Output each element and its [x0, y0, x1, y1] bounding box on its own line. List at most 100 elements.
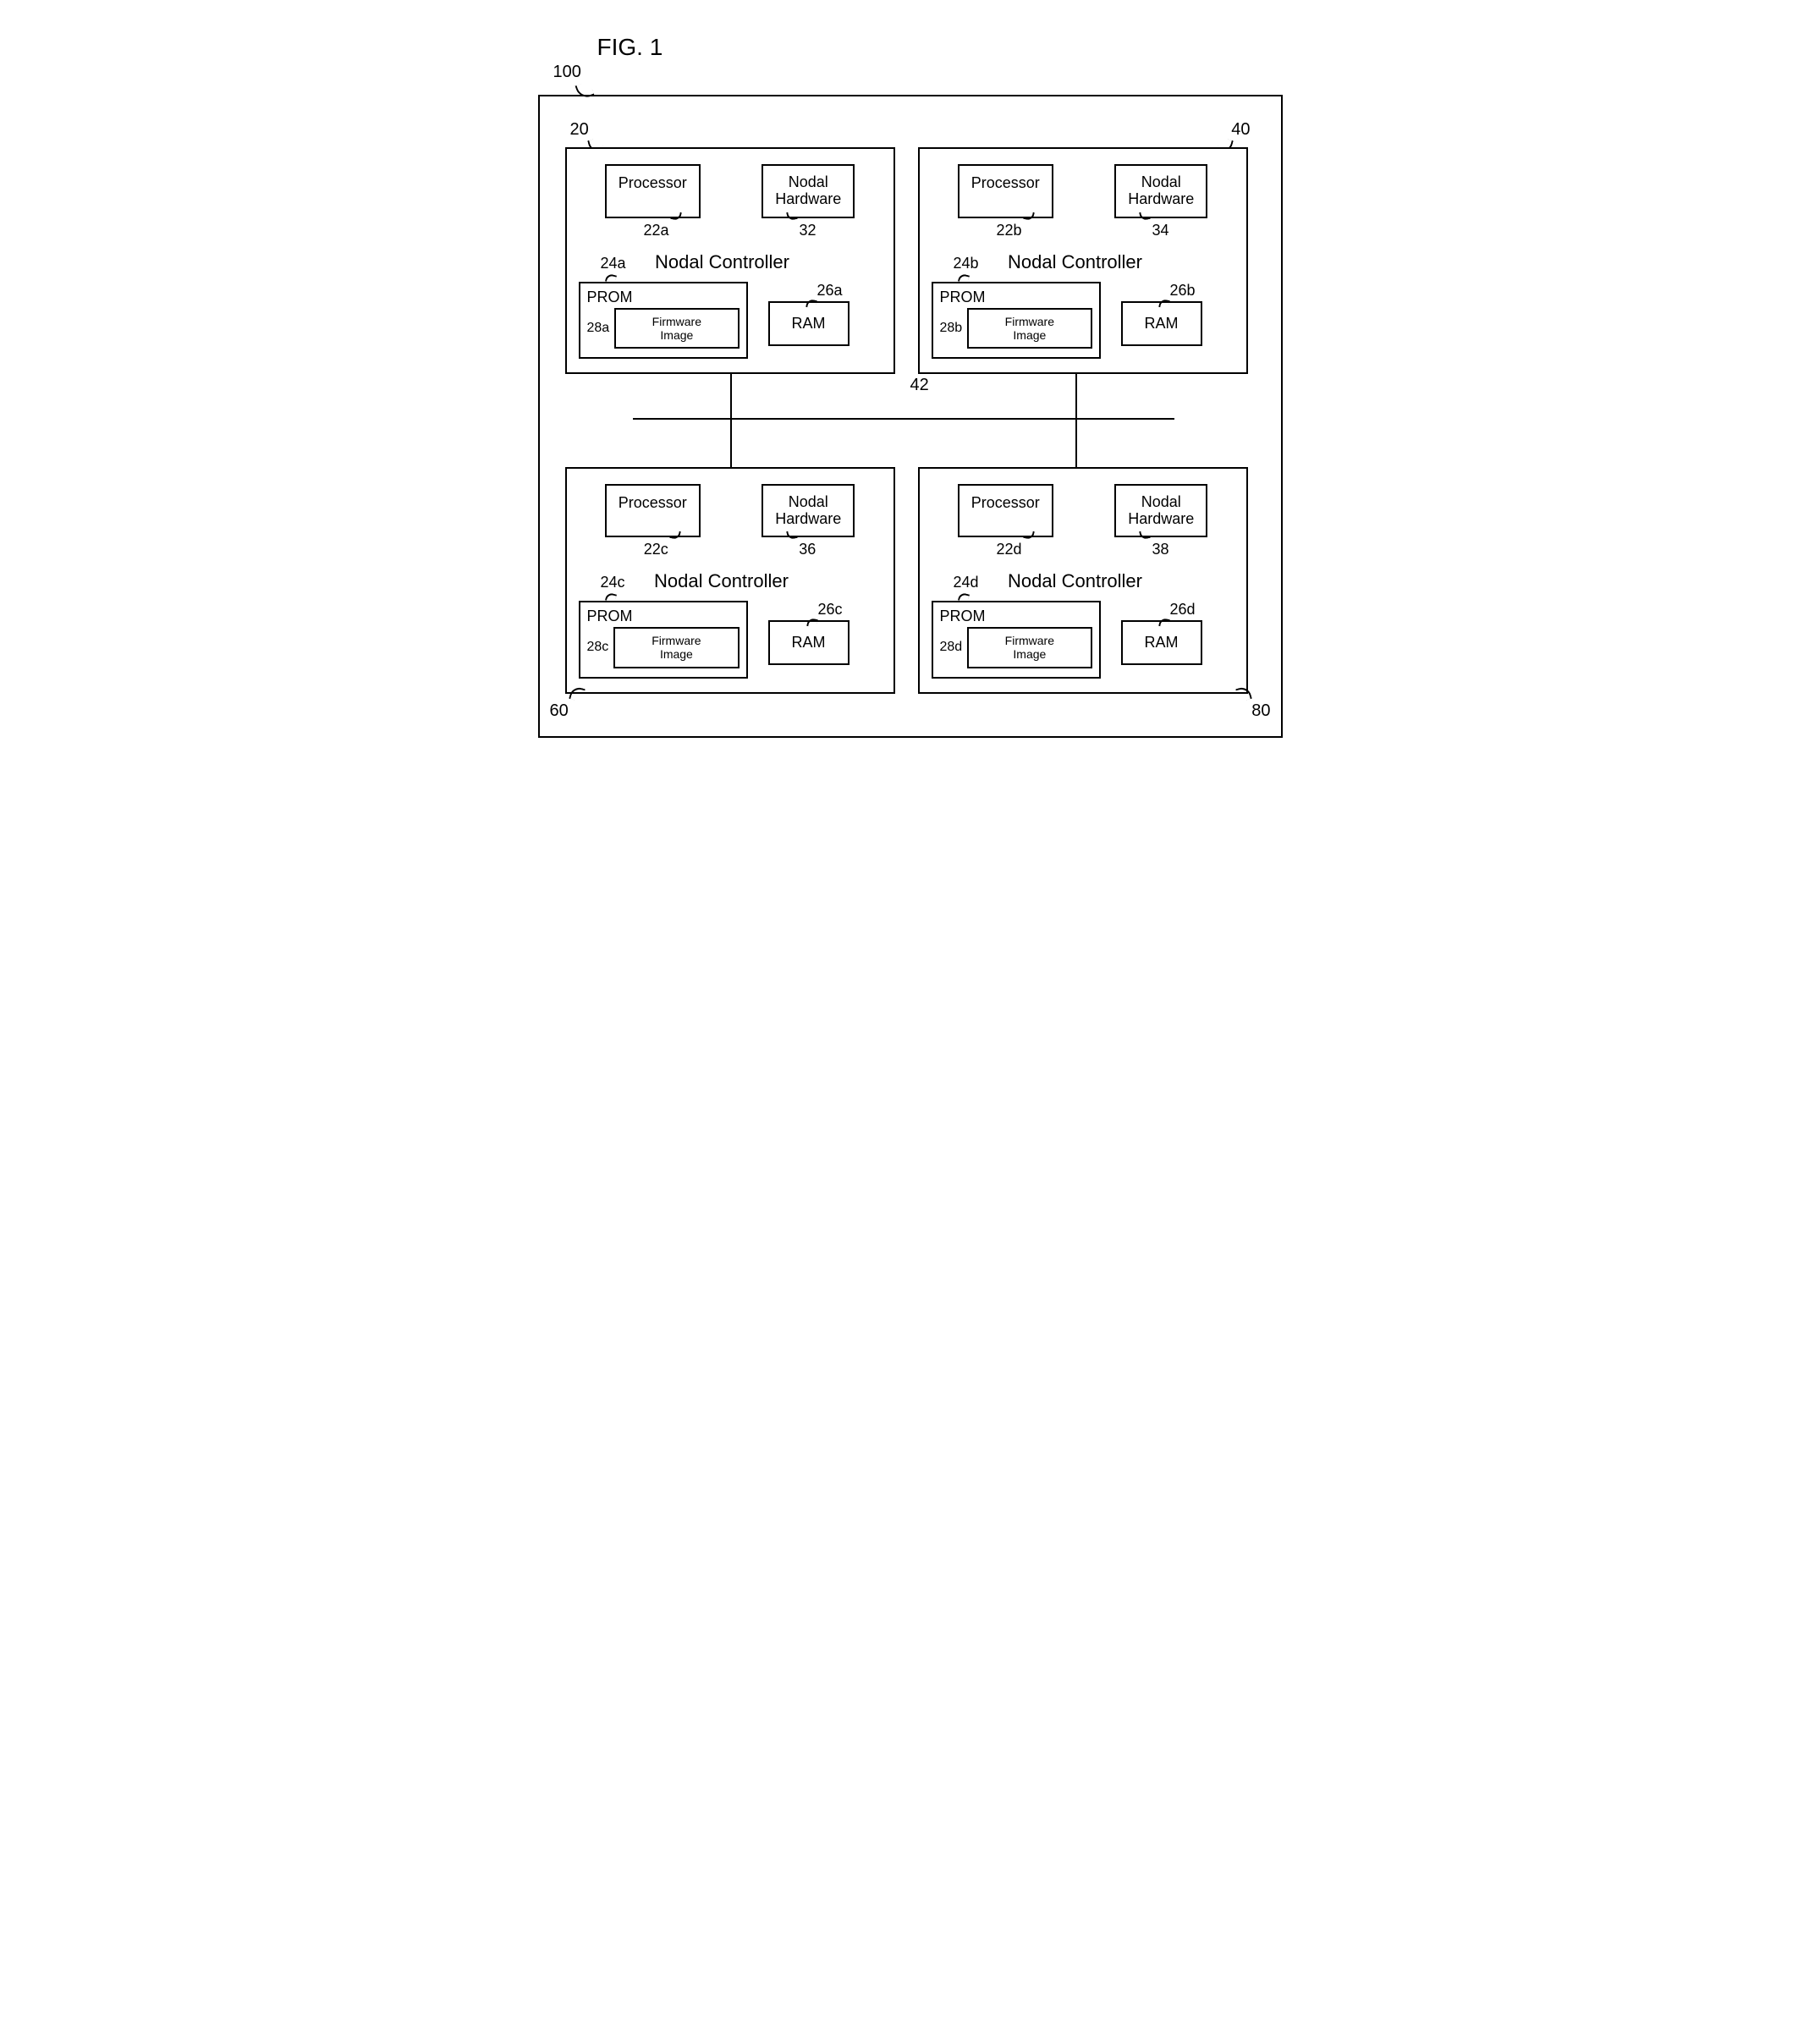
node-a-controller-label: Nodal Controller: [655, 251, 789, 273]
node-a-ref: 20: [570, 120, 589, 140]
node-b-hw-box: Nodal Hardware: [1114, 164, 1207, 218]
node-cell-c: Processor Nodal Hardware 22c 36: [565, 467, 903, 694]
node-d-fw-line1: Firmware: [1005, 634, 1054, 647]
node-a-hw-box: Nodal Hardware: [762, 164, 855, 218]
node-d-box: Processor Nodal Hardware 22d 38: [918, 467, 1248, 694]
node-b-fw-line2: Image: [1013, 328, 1046, 342]
node-c-hw-line2: Hardware: [775, 510, 841, 527]
node-a-processor-box: Processor: [605, 164, 701, 218]
node-b-prom-inner: 28b Firmware Image: [940, 308, 1092, 349]
node-d-processor-box: Processor: [958, 484, 1053, 538]
bus-v-bl: [730, 418, 732, 467]
hook-icon: [1023, 211, 1035, 221]
node-d-prom-label: PROM: [940, 608, 1092, 625]
node-d-prom-inner: 28d Firmware Image: [940, 627, 1092, 668]
node-d-controller-ref: 24d: [954, 574, 979, 591]
node-c-prom-inner: 28c Firmware Image: [587, 627, 740, 668]
node-a-hw-line1: Nodal: [789, 173, 828, 190]
hook-icon: [1140, 211, 1152, 221]
node-cell-a: 20 Processor Nodal Hardware 22a: [565, 147, 903, 374]
node-c-ref: 60: [550, 701, 569, 721]
node-a-hw-line2: Hardware: [775, 190, 841, 207]
node-a-fw-line1: Firmware: [652, 315, 701, 328]
bus-v-br: [1075, 418, 1077, 467]
node-c-fw-ref: 28c: [587, 640, 609, 655]
system-wrap: 100 20 Processor Nodal Hardware: [538, 95, 1325, 738]
node-a-ram-ref: 26a: [817, 282, 842, 300]
node-d-ram-col: 26d RAM: [1121, 601, 1202, 665]
node-d-hw-line2: Hardware: [1128, 510, 1194, 527]
node-c-fw-box: Firmware Image: [613, 627, 739, 668]
node-c-hw-line1: Nodal: [789, 493, 828, 510]
figure-label: FIG. 1: [597, 34, 1325, 61]
node-b-subrefs: 22b 34: [932, 222, 1234, 239]
node-b-hw-line2: Hardware: [1128, 190, 1194, 207]
node-d-hw-box: Nodal Hardware: [1114, 484, 1207, 538]
node-d-prom-box: PROM 28d Firmware Image: [932, 601, 1101, 678]
node-a-prom-ram-row: PROM 28a Firmware Image: [579, 282, 882, 359]
node-b-fw-line1: Firmware: [1005, 315, 1054, 328]
bus-hline: [633, 418, 1174, 420]
node-b-prom-box: PROM 28b Firmware Image: [932, 282, 1101, 359]
hook-icon: [1140, 530, 1152, 540]
node-c-top-row: Processor Nodal Hardware: [579, 484, 882, 538]
node-c-fw-line1: Firmware: [652, 634, 701, 647]
node-c-controller-label: Nodal Controller: [654, 570, 789, 592]
node-a-controller-ref: 24a: [601, 255, 626, 272]
node-d-prom-ram-row: PROM 28d Firmware Image: [932, 601, 1234, 678]
node-b-fw-box: Firmware Image: [967, 308, 1091, 349]
node-a-fw-line2: Image: [660, 328, 693, 342]
node-b-hw-ref: 34: [1152, 222, 1168, 239]
node-a-prom-inner: 28a Firmware Image: [587, 308, 740, 349]
node-d-ram-box: RAM: [1121, 620, 1202, 665]
node-c-prom-box: PROM 28c Firmware Image: [579, 601, 748, 678]
node-d-fw-box: Firmware Image: [967, 627, 1091, 668]
node-b-controller-ref: 24b: [954, 255, 979, 272]
system-box: 20 Processor Nodal Hardware 22a: [538, 95, 1283, 738]
node-d-hw-ref: 38: [1152, 541, 1168, 558]
node-a-box: Processor Nodal Hardware 22a 32: [565, 147, 895, 374]
node-c-fw-line2: Image: [660, 647, 693, 661]
node-d-top-row: Processor Nodal Hardware: [932, 484, 1234, 538]
node-d-subrefs: 22d 38: [932, 541, 1234, 558]
node-a-prom-label: PROM: [587, 289, 740, 306]
hook-icon: [786, 530, 798, 540]
node-a-hw-ref: 32: [799, 222, 816, 239]
node-c-prom-ram-row: PROM 28c Firmware Image: [579, 601, 882, 678]
node-c-ram-col: 26c RAM: [768, 601, 850, 665]
node-b-hw-line1: Nodal: [1141, 173, 1181, 190]
system-ref-number: 100: [553, 63, 581, 82]
node-a-prom-box: PROM 28a Firmware Image: [579, 282, 748, 359]
node-c-controller-ref: 24c: [601, 574, 625, 591]
node-a-processor-ref: 22a: [643, 222, 668, 239]
node-b-ram-ref: 26b: [1169, 282, 1195, 300]
node-grid: 20 Processor Nodal Hardware 22a: [565, 147, 1256, 694]
node-cell-d: Processor Nodal Hardware 22d 38: [918, 467, 1256, 694]
hook-icon: [1023, 530, 1035, 540]
node-b-fw-ref: 28b: [940, 321, 963, 336]
node-a-fw-ref: 28a: [587, 321, 610, 336]
bus-ref-number: 42: [910, 376, 929, 395]
node-d-hw-line1: Nodal: [1141, 493, 1181, 510]
bus-v-tr: [1075, 374, 1077, 418]
hook-icon: [787, 211, 799, 221]
node-c-ram-box: RAM: [768, 620, 850, 665]
node-c-prom-label: PROM: [587, 608, 740, 625]
node-a-ram-col: 26a RAM: [768, 282, 850, 346]
node-b-box: Processor Nodal Hardware 22b 34: [918, 147, 1248, 374]
node-c-box: Processor Nodal Hardware 22c 36: [565, 467, 895, 694]
figure-page: FIG. 1 100 20 Processor Nodal Hardware: [496, 34, 1325, 738]
node-a-fw-box: Firmware Image: [614, 308, 739, 349]
node-d-ref-hook: [1235, 685, 1252, 702]
node-d-processor-ref: 22d: [996, 541, 1021, 558]
node-c-hw-box: Nodal Hardware: [762, 484, 855, 538]
node-c-subrefs: 22c 36: [579, 541, 882, 558]
node-b-processor-box: Processor: [958, 164, 1053, 218]
node-b-ram-col: 26b RAM: [1121, 282, 1202, 346]
node-d-controller-label: Nodal Controller: [1008, 570, 1142, 592]
node-b-ref: 40: [1231, 120, 1250, 140]
node-b-top-row: Processor Nodal Hardware: [932, 164, 1234, 218]
hook-icon: [669, 530, 681, 540]
bus-v-tl: [730, 374, 732, 418]
node-d-fw-line2: Image: [1013, 647, 1046, 661]
